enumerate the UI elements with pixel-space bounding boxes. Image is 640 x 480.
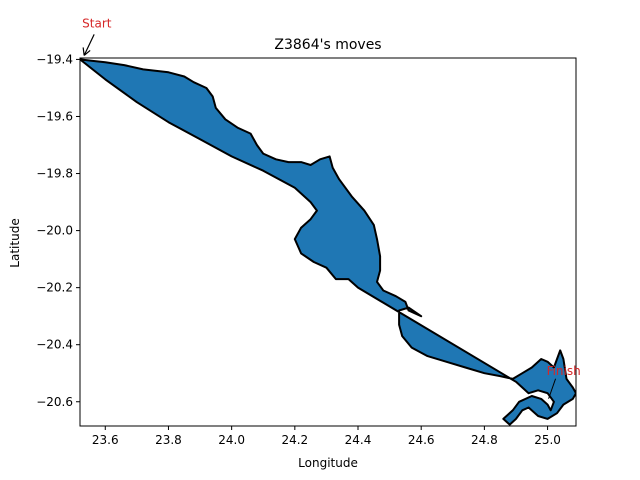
plot-area [79, 57, 577, 427]
finish-arrow-line [548, 378, 557, 399]
y-tick-label: −20.6 [36, 395, 73, 409]
x-tick-label: 24.6 [408, 433, 435, 447]
y-tick-label: −19.8 [36, 167, 73, 181]
y-tick-label: −19.4 [36, 52, 73, 66]
x-tick-label: 24.2 [281, 433, 308, 447]
plot-frame [79, 57, 577, 427]
x-tick-label: 23.6 [92, 433, 119, 447]
chart-title: Z3864's moves [274, 37, 381, 53]
annotations: Start Finish [82, 16, 581, 399]
x-tick-label: 25.0 [534, 433, 561, 447]
y-tick-label: −20.2 [36, 281, 73, 295]
x-tick-label: 24.0 [218, 433, 245, 447]
x-tick-label: 23.8 [155, 433, 182, 447]
y-tick-label: −20.0 [36, 224, 73, 238]
y-axis-label: Latitude [8, 218, 22, 267]
axis-ticks: 23.6 23.8 24.0 24.2 24.4 24.6 24.8 25.0 −19.4 −19… [36, 52, 561, 447]
start-arrow-head [82, 47, 91, 56]
y-tick-label: −20.4 [36, 338, 73, 352]
y-tick-label: −19.6 [36, 109, 73, 123]
finish-annotation: Finish [547, 364, 581, 378]
track-polygon-0 [80, 58, 576, 426]
start-annotation: Start [82, 16, 112, 30]
start-arrow-line [83, 34, 95, 56]
x-tick-label: 24.4 [345, 433, 372, 447]
track-group [80, 58, 576, 426]
x-tick-label: 24.8 [471, 433, 498, 447]
x-axis-label: Longitude [298, 456, 358, 470]
